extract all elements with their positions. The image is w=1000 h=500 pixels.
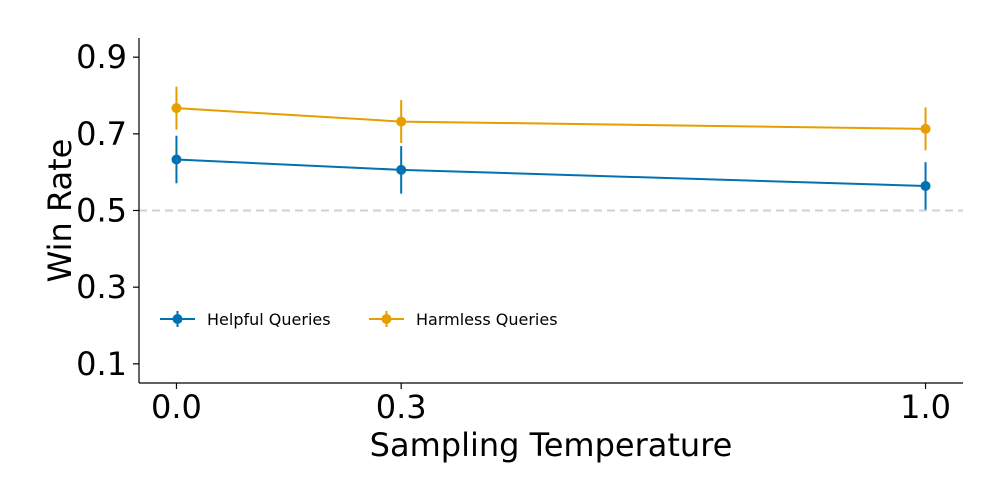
x-tick-label: 0.0: [151, 388, 202, 426]
y-tick-label: 0.5: [76, 192, 127, 230]
x-tick-label: 1.0: [900, 388, 951, 426]
legend-label: Helpful Queries: [207, 310, 331, 329]
axes: 0.1 0.3 0.5 0.7 0.9 0.0 0.3 1.0: [76, 38, 963, 426]
data-point: [171, 154, 182, 165]
legend: Helpful Queries Harmless Queries: [160, 310, 558, 329]
legend-marker: [381, 314, 392, 324]
series-1: [171, 86, 931, 151]
legend-label: Harmless Queries: [416, 310, 558, 329]
series-layer: [171, 86, 931, 210]
y-tick-label: 0.1: [76, 345, 127, 383]
data-point: [396, 164, 407, 175]
legend-item: Harmless Queries: [369, 310, 558, 329]
data-point: [920, 180, 931, 191]
x-tick-label: 0.3: [376, 388, 427, 426]
series-line: [176, 158, 926, 187]
data-point: [396, 116, 407, 127]
y-tick-label: 0.9: [76, 38, 127, 76]
data-point: [171, 103, 182, 114]
series-line: [176, 107, 926, 130]
y-tick-label: 0.7: [76, 115, 127, 153]
x-axis-title: Sampling Temperature: [370, 426, 733, 464]
series-0: [171, 135, 931, 210]
legend-marker: [172, 314, 183, 324]
y-tick-label: 0.3: [76, 268, 127, 306]
data-point: [920, 123, 931, 134]
y-axis-title: Win Rate: [41, 139, 79, 283]
legend-item: Helpful Queries: [160, 310, 331, 329]
